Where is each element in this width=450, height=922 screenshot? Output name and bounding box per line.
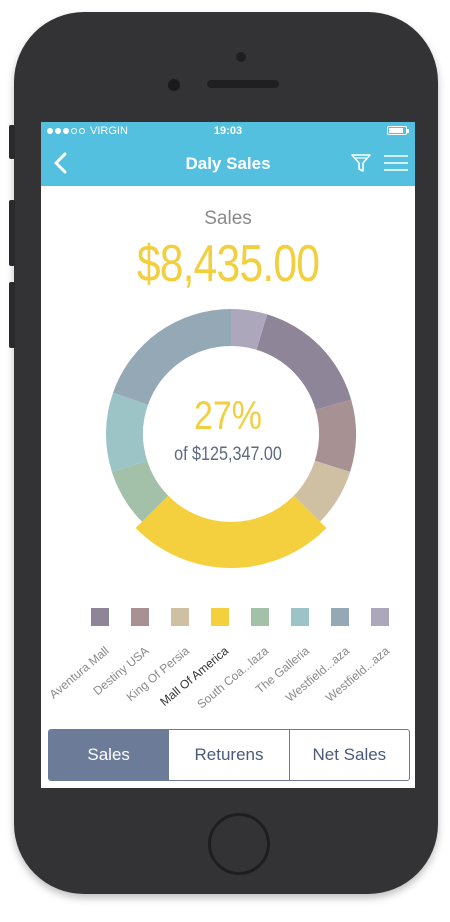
- donut-slice[interactable]: [113, 309, 231, 405]
- tab-sales[interactable]: Sales: [49, 730, 169, 780]
- legend-swatch[interactable]: [91, 608, 109, 626]
- battery-icon: [387, 126, 409, 135]
- legend-swatch[interactable]: [291, 608, 309, 626]
- donut-slice[interactable]: [314, 399, 356, 472]
- front-camera: [236, 52, 246, 62]
- page-title: Daly Sales: [185, 154, 271, 173]
- legend-swatch[interactable]: [371, 608, 389, 626]
- legend-swatch[interactable]: [131, 608, 149, 626]
- mute-switch[interactable]: [9, 125, 15, 159]
- tab-returns[interactable]: Returens: [168, 730, 288, 780]
- home-button[interactable]: [208, 813, 270, 875]
- legend-swatch[interactable]: [251, 608, 269, 626]
- segmented-tabs: Sales Returens Net Sales: [48, 729, 410, 781]
- share-of-total: of $125,347.00: [174, 444, 282, 465]
- donut-slice[interactable]: [106, 392, 148, 472]
- donut-slice[interactable]: [135, 495, 327, 568]
- proximity-sensor: [168, 79, 180, 91]
- earpiece-speaker: [207, 80, 279, 88]
- carrier-name: VIRGIN: [90, 125, 128, 137]
- sales-amount: $8,435.00: [136, 235, 320, 293]
- donut-slice[interactable]: [111, 460, 169, 522]
- legend-swatch[interactable]: [211, 608, 229, 626]
- sales-label: Sales: [204, 208, 252, 229]
- signal-carrier: VIRGIN: [47, 125, 128, 137]
- donut-slice[interactable]: [231, 309, 268, 350]
- legend-label: South Coa...laza: [194, 643, 272, 712]
- volume-down-button[interactable]: [9, 282, 15, 348]
- volume-up-button[interactable]: [9, 200, 15, 266]
- legend-swatch[interactable]: [171, 608, 189, 626]
- share-percent: 27%: [193, 394, 263, 438]
- app-screen: VIRGIN 19:03 Daly Sales Sales $8,435.00 …: [41, 122, 415, 788]
- status-time: 19:03: [213, 125, 243, 137]
- filter-funnel-icon[interactable]: [350, 152, 372, 174]
- status-bar: VIRGIN 19:03: [41, 122, 415, 140]
- legend-swatch[interactable]: [331, 608, 349, 626]
- donut-slice[interactable]: [293, 460, 351, 522]
- hamburger-menu-icon[interactable]: [384, 154, 408, 172]
- chart-legend: Aventura Mall Destiny USA King Of Persia Ma…: [41, 608, 415, 728]
- donut-slice[interactable]: [256, 314, 352, 410]
- back-chevron-icon[interactable]: [49, 150, 75, 176]
- tab-net-sales[interactable]: Net Sales: [288, 730, 409, 780]
- donut-chart: [106, 309, 356, 568]
- nav-bar: Daly Sales: [41, 140, 415, 186]
